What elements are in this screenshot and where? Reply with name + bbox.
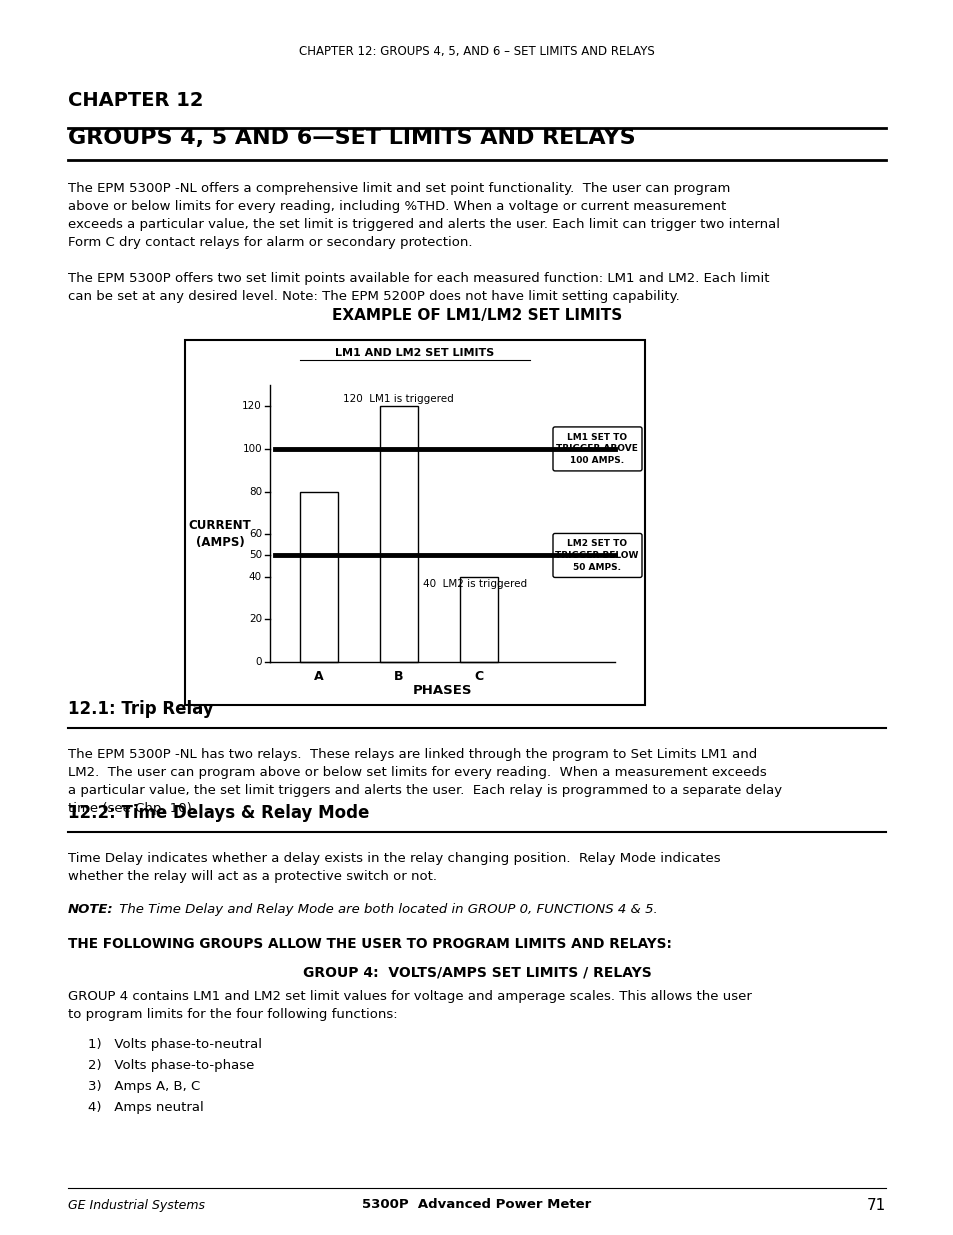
Text: GROUPS 4, 5 AND 6—SET LIMITS AND RELAYS: GROUPS 4, 5 AND 6—SET LIMITS AND RELAYS bbox=[68, 128, 635, 148]
Text: LM2 SET TO
TRIGGER BELOW
50 AMPS.: LM2 SET TO TRIGGER BELOW 50 AMPS. bbox=[555, 540, 638, 572]
FancyBboxPatch shape bbox=[553, 427, 641, 471]
Bar bbox=[299, 492, 337, 662]
Text: THE FOLLOWING GROUPS ALLOW THE USER TO PROGRAM LIMITS AND RELAYS:: THE FOLLOWING GROUPS ALLOW THE USER TO P… bbox=[68, 937, 671, 951]
Text: 3)   Amps A, B, C: 3) Amps A, B, C bbox=[88, 1079, 200, 1093]
Text: GE Industrial Systems: GE Industrial Systems bbox=[68, 1198, 205, 1212]
Text: EXAMPLE OF LM1/LM2 SET LIMITS: EXAMPLE OF LM1/LM2 SET LIMITS bbox=[332, 308, 621, 324]
Text: 120  LM1 is triggered: 120 LM1 is triggered bbox=[343, 394, 454, 404]
Text: 71: 71 bbox=[866, 1198, 885, 1213]
Text: C: C bbox=[474, 671, 483, 683]
Text: GROUP 4:  VOLTS/AMPS SET LIMITS / RELAYS: GROUP 4: VOLTS/AMPS SET LIMITS / RELAYS bbox=[302, 965, 651, 979]
Bar bbox=[185, 340, 644, 705]
FancyBboxPatch shape bbox=[553, 534, 641, 578]
Text: 0: 0 bbox=[255, 657, 262, 667]
Text: 4)   Amps neutral: 4) Amps neutral bbox=[88, 1100, 204, 1114]
Text: A: A bbox=[314, 671, 323, 683]
Text: 1)   Volts phase-to-neutral: 1) Volts phase-to-neutral bbox=[88, 1037, 262, 1051]
Text: The EPM 5300P -NL offers a comprehensive limit and set point functionality.  The: The EPM 5300P -NL offers a comprehensive… bbox=[68, 182, 780, 249]
Text: 5300P  Advanced Power Meter: 5300P Advanced Power Meter bbox=[362, 1198, 591, 1212]
Text: 100: 100 bbox=[242, 443, 262, 454]
Text: 2)   Volts phase-to-phase: 2) Volts phase-to-phase bbox=[88, 1058, 254, 1072]
Bar bbox=[379, 406, 417, 662]
Text: LM1 SET TO
TRIGGER ABOVE
100 AMPS.: LM1 SET TO TRIGGER ABOVE 100 AMPS. bbox=[556, 432, 638, 466]
Text: 12.2: Time Delays & Relay Mode: 12.2: Time Delays & Relay Mode bbox=[68, 804, 369, 823]
Text: PHASES: PHASES bbox=[413, 684, 472, 697]
Text: GROUP 4 contains LM1 and LM2 set limit values for voltage and amperage scales. T: GROUP 4 contains LM1 and LM2 set limit v… bbox=[68, 990, 751, 1021]
Text: The EPM 5300P -NL has two relays.  These relays are linked through the program t: The EPM 5300P -NL has two relays. These … bbox=[68, 748, 781, 815]
Bar bbox=[459, 577, 497, 662]
Text: CHAPTER 12: GROUPS 4, 5, AND 6 – SET LIMITS AND RELAYS: CHAPTER 12: GROUPS 4, 5, AND 6 – SET LIM… bbox=[299, 46, 654, 58]
Text: 20: 20 bbox=[249, 614, 262, 625]
Text: LM1 AND LM2 SET LIMITS: LM1 AND LM2 SET LIMITS bbox=[335, 348, 494, 358]
Text: The EPM 5300P offers two set limit points available for each measured function: : The EPM 5300P offers two set limit point… bbox=[68, 272, 769, 303]
Text: CHAPTER 12: CHAPTER 12 bbox=[68, 91, 203, 110]
Text: 12.1: Trip Relay: 12.1: Trip Relay bbox=[68, 700, 213, 718]
Text: The Time Delay and Relay Mode are both located in GROUP 0, FUNCTIONS 4 & 5.: The Time Delay and Relay Mode are both l… bbox=[115, 903, 657, 916]
Text: NOTE:: NOTE: bbox=[68, 903, 113, 916]
Text: 120: 120 bbox=[242, 401, 262, 411]
Text: 50: 50 bbox=[249, 551, 262, 561]
Text: B: B bbox=[394, 671, 403, 683]
Text: 80: 80 bbox=[249, 487, 262, 496]
Text: 40  LM2 is triggered: 40 LM2 is triggered bbox=[422, 579, 527, 589]
Text: Time Delay indicates whether a delay exists in the relay changing position.  Rel: Time Delay indicates whether a delay exi… bbox=[68, 852, 720, 883]
Text: CURRENT
(AMPS): CURRENT (AMPS) bbox=[189, 519, 251, 550]
Text: 40: 40 bbox=[249, 572, 262, 582]
Text: 60: 60 bbox=[249, 529, 262, 540]
